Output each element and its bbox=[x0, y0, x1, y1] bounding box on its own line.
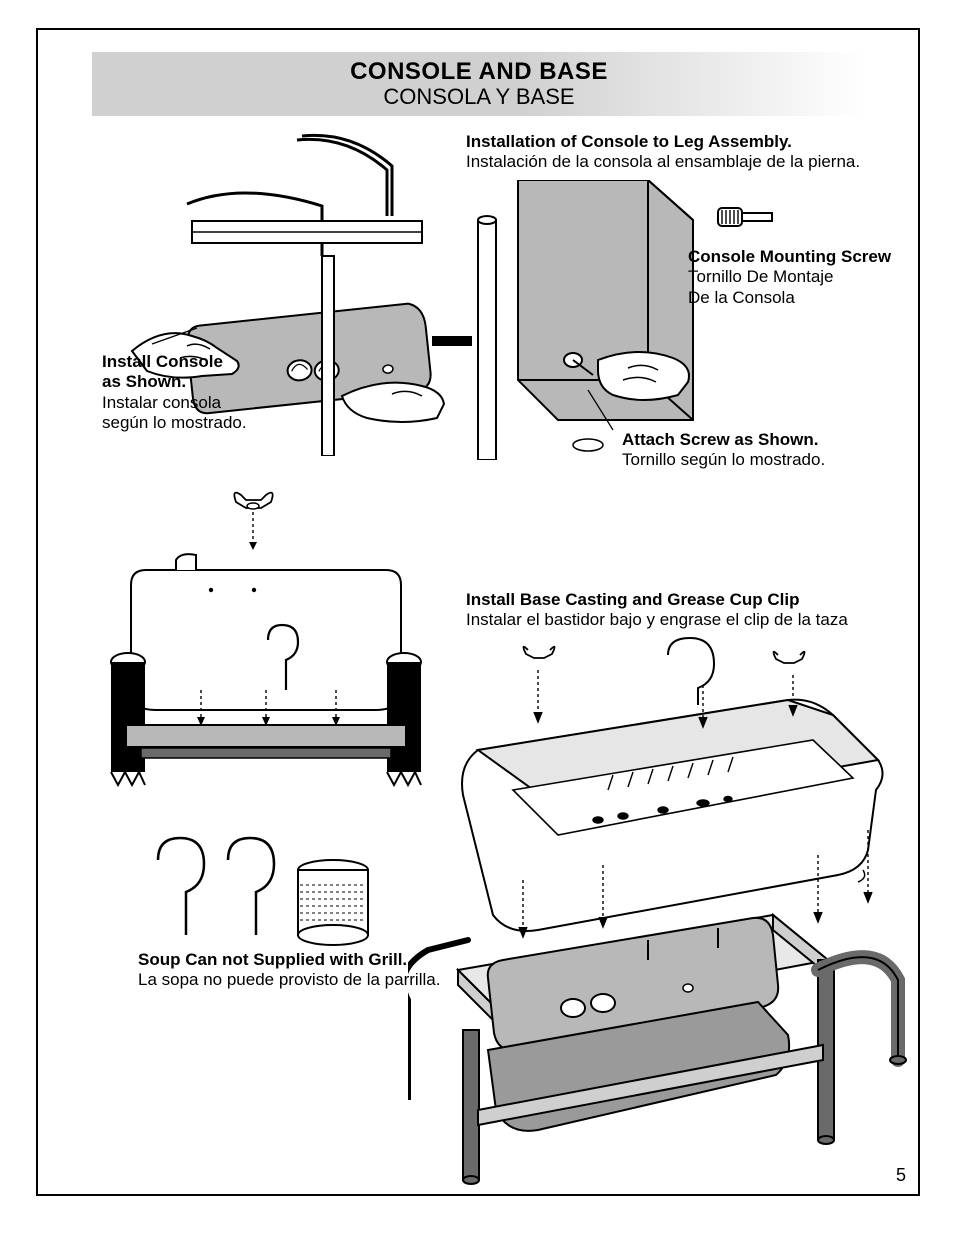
label-install-console-es-2: según lo mostrado. bbox=[102, 413, 247, 432]
label-attach-screw-es: Tornillo según lo mostrado. bbox=[622, 450, 825, 469]
label-mounting-screw-es-1: Tornillo De Montaje bbox=[688, 267, 834, 286]
label-install-title-es: Instalación de la consola al ensamblaje … bbox=[466, 152, 860, 171]
label-base-casting-en: Install Base Casting and Grease Cup Clip bbox=[466, 590, 799, 609]
section-title-en: CONSOLE AND BASE bbox=[350, 58, 608, 86]
label-install-title-en: Installation of Console to Leg Assembly. bbox=[466, 132, 792, 151]
label-mounting-screw-en: Console Mounting Screw bbox=[688, 247, 891, 266]
label-attach-screw-en: Attach Screw as Shown. bbox=[622, 430, 819, 449]
label-attach-screw: Attach Screw as Shown. Tornillo según lo… bbox=[622, 430, 902, 471]
label-install-title: Installation of Console to Leg Assembly.… bbox=[466, 132, 936, 173]
label-install-console-es-1: Instalar consola bbox=[102, 393, 221, 412]
page-number: 5 bbox=[896, 1165, 906, 1186]
label-install-console-en-1: Install Console bbox=[102, 352, 223, 371]
section-header: CONSOLE AND BASE CONSOLA Y BASE bbox=[92, 52, 866, 116]
label-soup-can-es: La sopa no puede provisto de la parrilla… bbox=[138, 970, 440, 989]
page-frame: CONSOLE AND BASE CONSOLA Y BASE Installa… bbox=[36, 28, 920, 1196]
label-mounting-screw: Console Mounting Screw Tornillo De Monta… bbox=[688, 247, 908, 308]
diagram-base-exploded bbox=[408, 630, 918, 1190]
label-install-console-en-2: as Shown. bbox=[102, 372, 186, 391]
label-base-casting-es: Instalar el bastidor bajo y engrase el c… bbox=[466, 610, 848, 629]
diagram-base-front bbox=[86, 490, 446, 830]
label-soup-can-en: Soup Can not Supplied with Grill. bbox=[138, 950, 407, 969]
screw-icon bbox=[716, 200, 776, 234]
label-mounting-screw-es-2: De la Consola bbox=[688, 288, 795, 307]
label-install-console: Install Console as Shown. Instalar conso… bbox=[102, 352, 282, 434]
diagram-attach-screw bbox=[458, 180, 738, 460]
diagram-soup-can bbox=[128, 830, 388, 960]
section-title-es: CONSOLA Y BASE bbox=[383, 84, 574, 110]
label-base-casting: Install Base Casting and Grease Cup Clip… bbox=[466, 590, 906, 631]
